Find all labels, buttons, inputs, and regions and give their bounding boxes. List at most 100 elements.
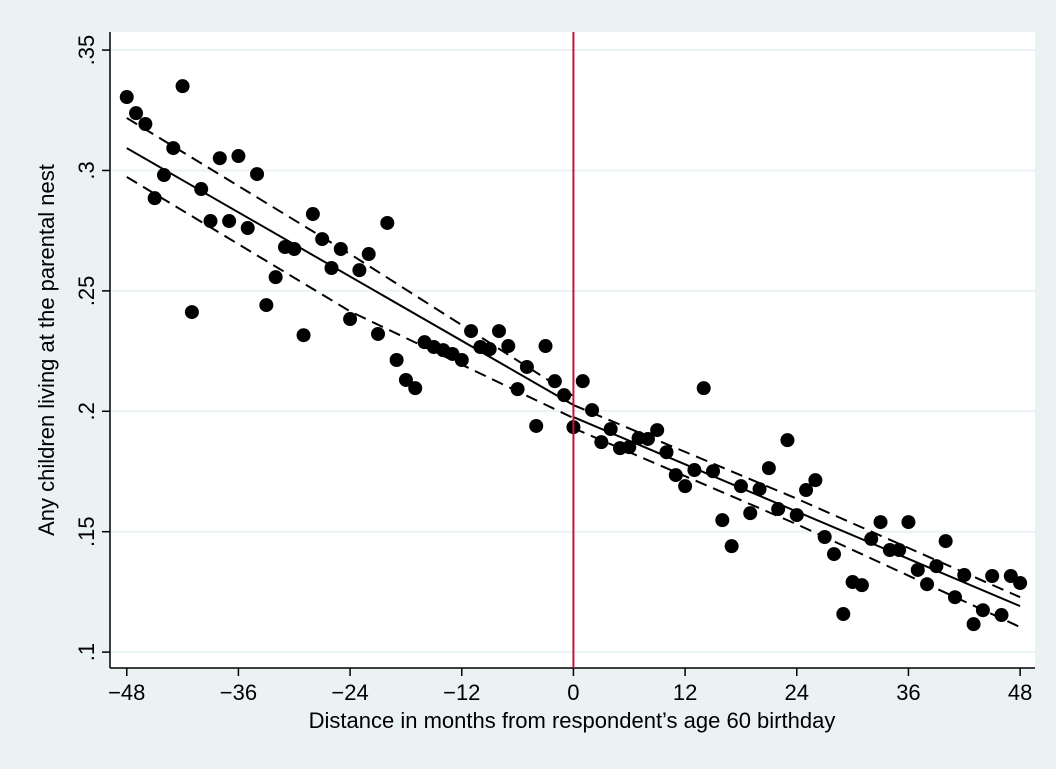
y-tick-label: .1 [74, 643, 99, 661]
point [678, 479, 693, 494]
point [687, 463, 702, 478]
point [371, 326, 386, 341]
point [640, 431, 655, 446]
point [222, 214, 237, 229]
x-tick-label: 36 [896, 680, 920, 705]
point [389, 352, 404, 367]
point [938, 534, 953, 549]
y-tick-label: .25 [74, 276, 99, 307]
point [706, 464, 721, 479]
point [408, 381, 423, 396]
x-tick-label: 12 [673, 680, 697, 705]
point [184, 305, 199, 320]
ci-line [573, 427, 1021, 628]
point [575, 374, 590, 389]
point [910, 562, 925, 577]
point [1013, 575, 1028, 590]
point [733, 479, 748, 494]
point [212, 151, 227, 166]
point [715, 513, 730, 528]
point [920, 577, 935, 592]
x-tick-label: −36 [220, 680, 257, 705]
point [668, 468, 683, 483]
point [947, 590, 962, 605]
point [129, 106, 144, 121]
point [873, 515, 888, 530]
point [203, 214, 218, 229]
point [464, 324, 479, 339]
y-tick-label: .35 [74, 35, 99, 66]
point [175, 79, 190, 94]
point [454, 352, 469, 367]
point [994, 608, 1009, 623]
point [780, 433, 795, 448]
point [138, 116, 153, 131]
point [519, 359, 534, 374]
point [826, 547, 841, 562]
point [305, 207, 320, 222]
point [808, 473, 823, 488]
point [603, 422, 618, 437]
point [482, 342, 497, 357]
point [864, 531, 879, 546]
x-tick-label: 0 [567, 680, 579, 705]
y-tick-label: .3 [74, 161, 99, 179]
point [892, 542, 907, 557]
y-tick-label: .2 [74, 402, 99, 420]
point [501, 339, 516, 354]
x-tick-label: 24 [785, 680, 809, 705]
ci-line [126, 117, 574, 397]
point [659, 445, 674, 460]
x-tick-label: −12 [443, 680, 480, 705]
point [547, 374, 562, 389]
x-tick-label: −48 [108, 680, 145, 705]
point [724, 539, 739, 554]
ci-line [126, 176, 574, 419]
point [985, 569, 1000, 584]
point [231, 149, 246, 164]
point [975, 603, 990, 618]
point [398, 372, 413, 387]
point [529, 418, 544, 433]
point [240, 221, 255, 236]
point [343, 312, 358, 327]
point [650, 423, 665, 438]
point [789, 508, 804, 523]
point [557, 388, 572, 403]
point [296, 328, 311, 343]
point [268, 270, 283, 285]
point [622, 440, 637, 455]
point [836, 607, 851, 622]
point [594, 435, 609, 450]
y-axis-label: Any children living at the parental nest [34, 164, 59, 536]
point [380, 215, 395, 230]
point [361, 247, 376, 262]
x-tick-label: 48 [1008, 680, 1032, 705]
point [966, 617, 981, 632]
point [743, 506, 758, 521]
point [538, 339, 553, 354]
x-tick-label: −24 [331, 680, 368, 705]
point [315, 232, 330, 247]
point [287, 241, 302, 256]
point [929, 559, 944, 574]
point [585, 403, 600, 418]
point [752, 482, 767, 497]
point [957, 568, 972, 583]
point [119, 90, 134, 105]
point [156, 168, 171, 183]
point [250, 167, 265, 182]
x-axis-label: Distance in months from respondent’s age… [309, 708, 836, 733]
point [166, 141, 181, 156]
point [696, 381, 711, 396]
point [194, 182, 209, 197]
point [761, 461, 776, 476]
point [491, 324, 506, 339]
point [771, 502, 786, 517]
point [147, 191, 162, 206]
point [817, 529, 832, 544]
point [854, 578, 869, 593]
point [799, 483, 814, 498]
